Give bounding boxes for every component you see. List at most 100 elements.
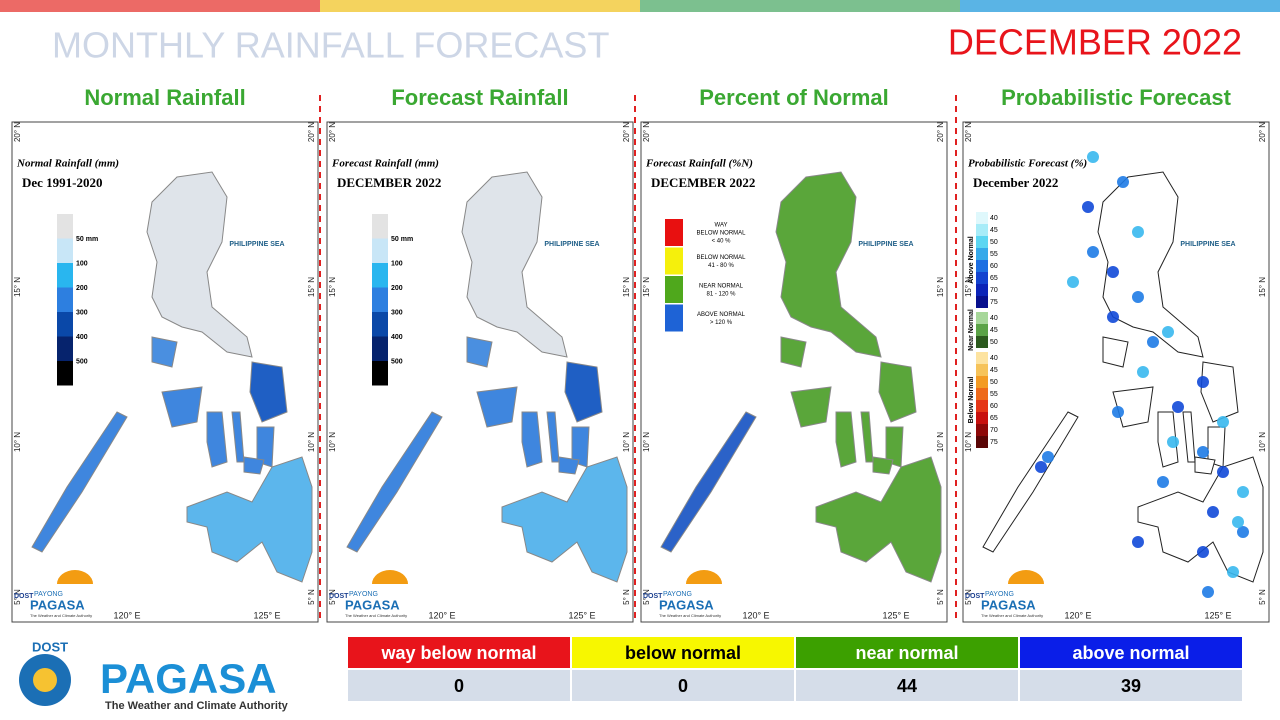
legend-label: ABOVE NORMAL	[697, 312, 746, 318]
island	[878, 361, 917, 423]
legend-swatch	[976, 376, 988, 388]
top-bar	[960, 0, 1280, 12]
legend-swatch	[57, 336, 73, 361]
legend-label: 50 mm	[76, 236, 98, 243]
island	[146, 171, 253, 358]
island	[982, 411, 1079, 553]
sea-label: PHILIPPINE SEA	[229, 241, 284, 248]
logo-name: PAGASA	[981, 597, 1036, 612]
map-panel: 20° N 20° N 15° N 15° N 10° N 10° N 5° N 5° N 12…	[326, 121, 634, 623]
logo-top: PAYONG	[34, 591, 63, 598]
probability-dot	[1237, 526, 1249, 538]
legend-swatch	[976, 436, 988, 448]
map-panel: 20° N 20° N 15° N 15° N 10° N 10° N 5° N 5° N 12…	[640, 121, 948, 623]
legend-swatch	[372, 287, 388, 312]
legend-swatch	[57, 312, 73, 337]
probability-dot	[1112, 406, 1124, 418]
logo-umbrella	[1008, 570, 1044, 584]
top-bar	[640, 0, 960, 12]
legend-label: 70	[990, 287, 998, 294]
probability-dot	[1082, 201, 1094, 213]
legend-swatch	[976, 212, 988, 224]
lat-label: 5° N	[13, 589, 22, 605]
probability-dot	[1147, 336, 1159, 348]
legend-swatch	[372, 214, 388, 239]
island	[564, 361, 603, 423]
logo-mark	[33, 668, 57, 692]
logo-top: PAYONG	[985, 591, 1014, 598]
probability-dot	[1087, 246, 1099, 258]
island	[775, 171, 882, 358]
footer-logo: DOST PAGASA The Weather and Climate Auth…	[19, 639, 289, 712]
probability-dot	[1042, 451, 1054, 463]
island	[1097, 171, 1204, 358]
logo-agency: DOST	[32, 639, 68, 654]
lat-label: 20° N	[13, 122, 22, 142]
probability-dot	[1217, 416, 1229, 428]
legend-label: 500	[76, 358, 88, 365]
probability-dot	[1107, 311, 1119, 323]
sea-label: PHILIPPINE SEA	[544, 241, 599, 248]
lat-label: 15° N	[936, 277, 945, 297]
legend-label: 55	[990, 251, 998, 258]
logo-tagline: The Weather and Climate Authority	[30, 613, 92, 618]
lat-label: 5° N	[1258, 589, 1267, 605]
legend-label: BELOW NORMAL	[696, 231, 746, 237]
lat-label: 10° N	[307, 432, 316, 452]
legend-subtitle: DECEMBER 2022	[337, 175, 441, 190]
lat-label: 10° N	[642, 432, 651, 452]
legend-swatch	[976, 272, 988, 284]
lat-label: 20° N	[328, 122, 337, 142]
probability-dot	[1132, 536, 1144, 548]
lat-label: 20° N	[936, 122, 945, 142]
island	[660, 411, 757, 553]
legend-label: 200	[391, 285, 403, 292]
table-cell: 39	[1019, 669, 1243, 702]
island	[780, 336, 807, 368]
legend-label: 41 - 80 %	[708, 263, 734, 269]
lat-label: 20° N	[1258, 122, 1267, 142]
legend-label: 400	[76, 334, 88, 341]
map-panel: 20° N 20° N 15° N 15° N 10° N 10° N 5° N 5° N 12…	[962, 121, 1270, 623]
legend-swatch	[57, 214, 73, 239]
probability-dot	[1197, 546, 1209, 558]
lat-label: 10° N	[622, 432, 631, 452]
island	[461, 171, 568, 358]
probability-dot	[1202, 586, 1214, 598]
legend-swatch	[976, 248, 988, 260]
legend-swatch	[57, 361, 73, 386]
panel-title: Forecast Rainfall	[391, 85, 568, 110]
logo-name: PAGASA	[100, 655, 277, 702]
logo-top: PAYONG	[663, 591, 692, 598]
legend-label: 40	[990, 355, 998, 362]
legend-label: 65	[990, 415, 998, 422]
lat-label: 5° N	[936, 589, 945, 605]
legend-swatch	[372, 336, 388, 361]
lat-label: 10° N	[936, 432, 945, 452]
lat-label: 15° N	[328, 277, 337, 297]
lat-label: 20° N	[964, 122, 973, 142]
legend-label: NEAR NORMAL	[699, 284, 744, 290]
table-cell: 44	[795, 669, 1019, 702]
legend-swatch	[57, 238, 73, 263]
legend-label: 400	[391, 334, 403, 341]
top-bar	[0, 0, 320, 12]
logo-tagline: The Weather and Climate Authority	[105, 700, 289, 712]
island	[815, 456, 942, 583]
lat-label: 10° N	[13, 432, 22, 452]
logo-top: PAYONG	[349, 591, 378, 598]
legend-swatch	[372, 238, 388, 263]
table-cell: 0	[347, 669, 571, 702]
legend-label: 45	[990, 327, 998, 334]
legend-label: 70	[990, 427, 998, 434]
lon-label: 120° E	[113, 610, 140, 620]
island	[243, 456, 265, 475]
probability-dot	[1157, 476, 1169, 488]
legend-group-label: Near Normal	[968, 309, 975, 351]
lat-label: 10° N	[964, 432, 973, 452]
legend-label: WAY	[715, 223, 728, 229]
island	[790, 386, 832, 428]
island	[558, 456, 580, 475]
legend-title: Probabilistic Forecast (%)	[968, 158, 1087, 170]
island	[206, 411, 228, 468]
